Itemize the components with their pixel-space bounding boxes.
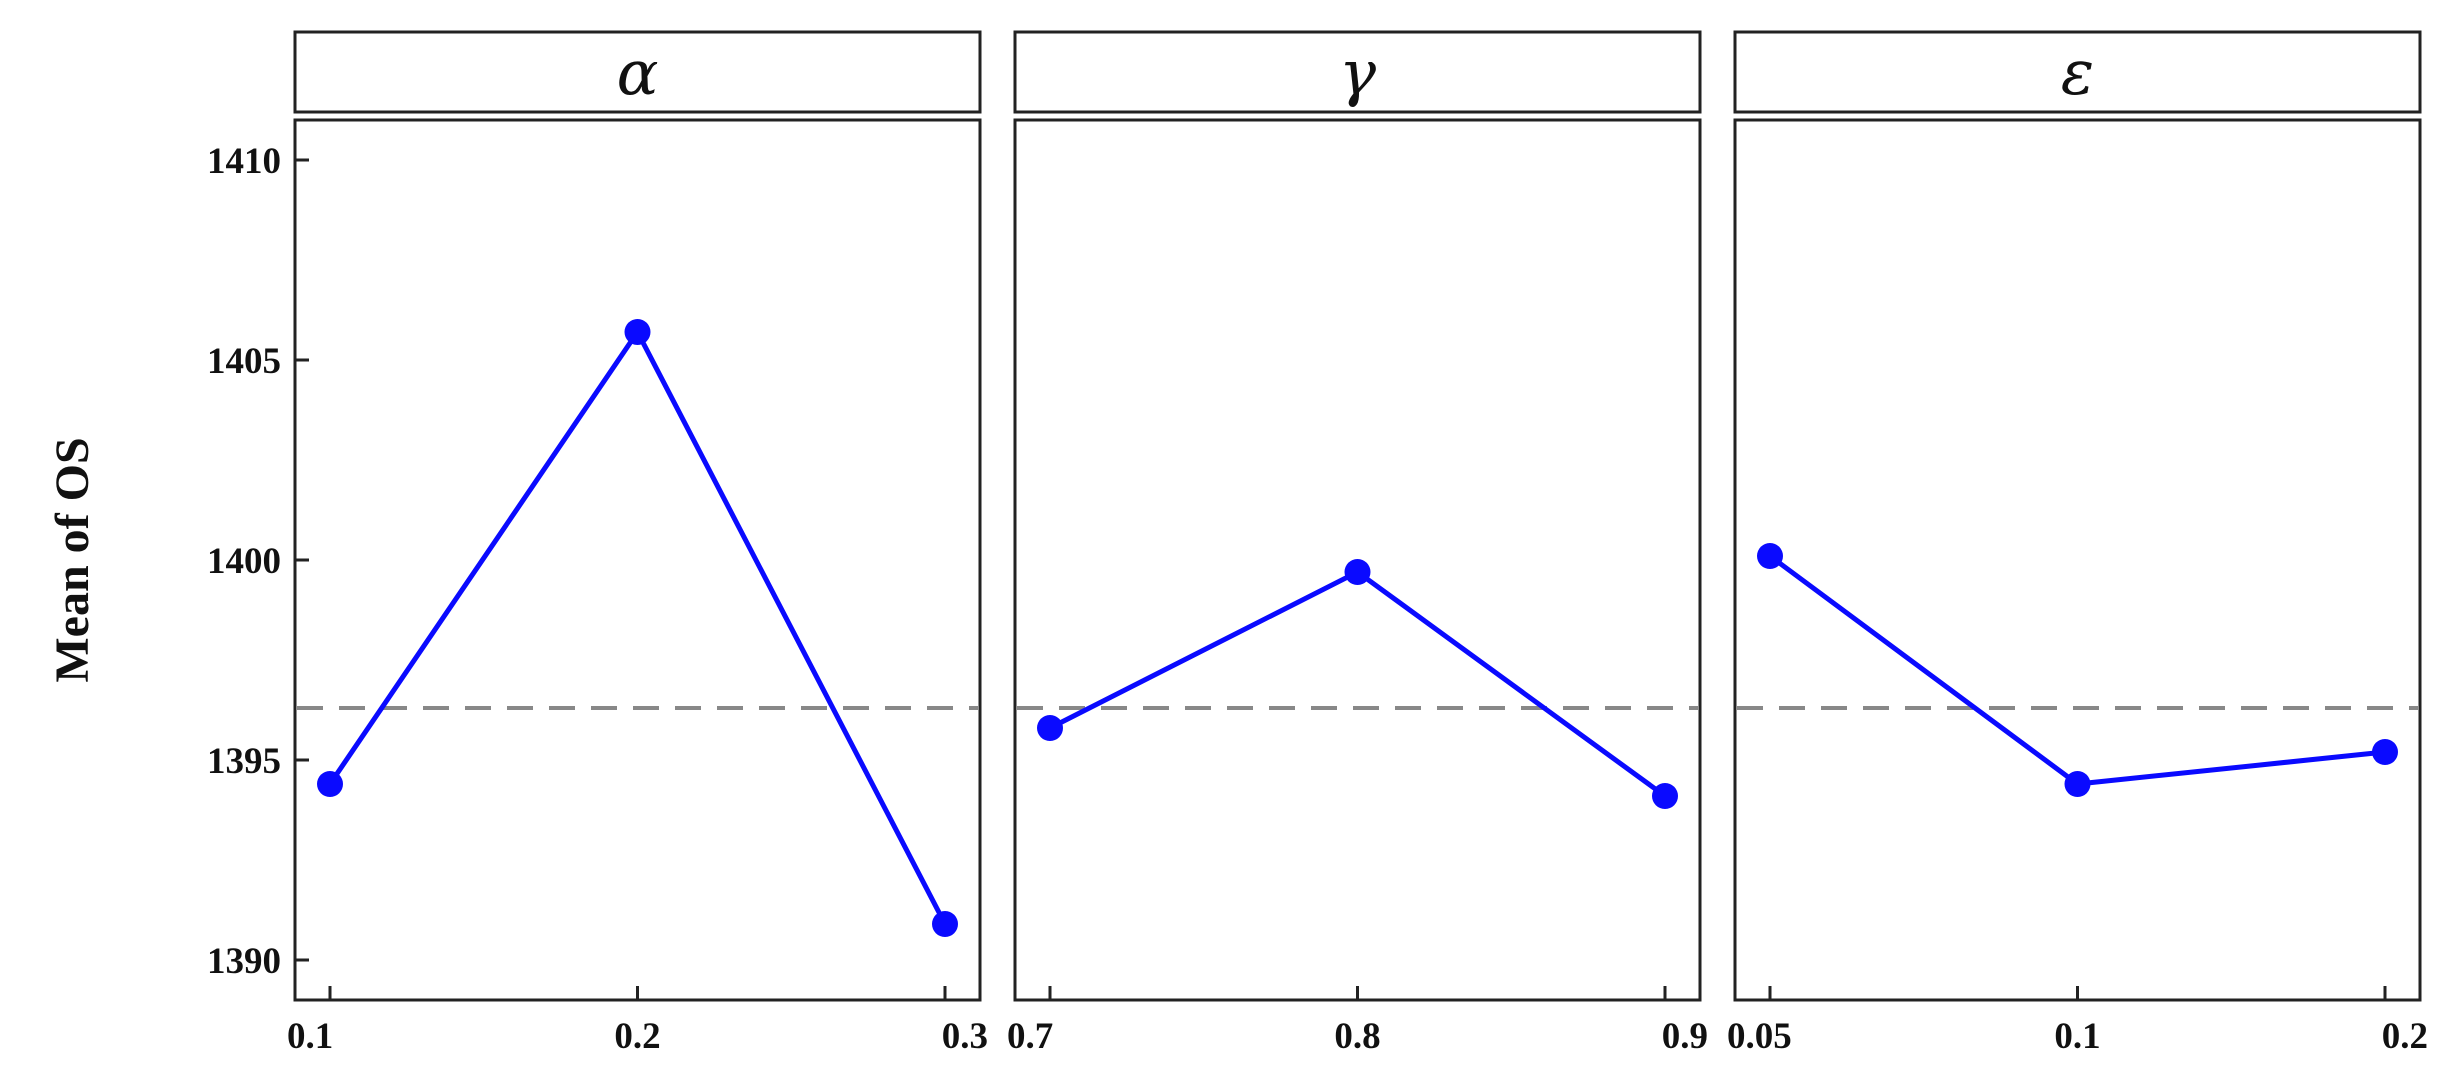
panel: α 0.1 0.2 0.3 <box>287 30 988 1057</box>
panel-title: α <box>617 36 659 109</box>
panel: γ 0.7 0.8 0.9 <box>1007 30 1708 1057</box>
panels: α 0.1 0.2 0.3 γ 0.7 0.8 0.9 ε 0.05 0.1 0.2 <box>287 30 2428 1057</box>
y-axis-label: Mean of OS <box>46 437 99 682</box>
x-tick-label: 0.2 <box>2382 1016 2428 1057</box>
series-line <box>327 327 948 926</box>
x-tick-label: 0.2 <box>614 1016 660 1057</box>
data-point <box>2064 771 2091 797</box>
data-point <box>1037 715 1063 741</box>
x-tick-label: 0.1 <box>2054 1016 2100 1057</box>
x-tick-label: 0.8 <box>1334 1016 1380 1057</box>
x-tick-label: 0.9 <box>1662 1016 1708 1057</box>
panel-frame <box>1733 118 2422 1002</box>
series-line <box>1768 553 2386 787</box>
y-tick-label: 1390 <box>207 941 281 982</box>
data-point <box>2372 739 2398 765</box>
x-tick-label: 0.05 <box>1727 1016 1792 1057</box>
data-point <box>932 911 958 937</box>
data-point <box>317 771 343 797</box>
series-line <box>1048 569 1667 799</box>
panel-title: ε <box>2061 36 2094 109</box>
panel-title: γ <box>1339 36 1377 109</box>
panel-frame <box>293 118 982 1002</box>
x-tick-label: 0.1 <box>287 1016 333 1057</box>
x-tick-label: 0.7 <box>1007 1016 1053 1057</box>
y-axis: 1390 1395 1400 1405 1410 <box>207 141 309 982</box>
y-tick-label: 1395 <box>207 741 281 782</box>
y-tick-label: 1400 <box>207 541 281 582</box>
data-point <box>1757 543 1783 569</box>
panel: ε 0.05 0.1 0.2 <box>1727 30 2428 1057</box>
panel-header <box>1733 30 2422 114</box>
panel-header <box>293 30 982 114</box>
y-tick-label: 1410 <box>207 141 281 182</box>
y-tick-label: 1405 <box>207 341 281 382</box>
data-point <box>1652 783 1678 809</box>
data-point <box>624 319 651 345</box>
x-tick-label: 0.3 <box>942 1016 988 1057</box>
data-point <box>1344 559 1371 585</box>
panel-header <box>1013 30 1702 114</box>
